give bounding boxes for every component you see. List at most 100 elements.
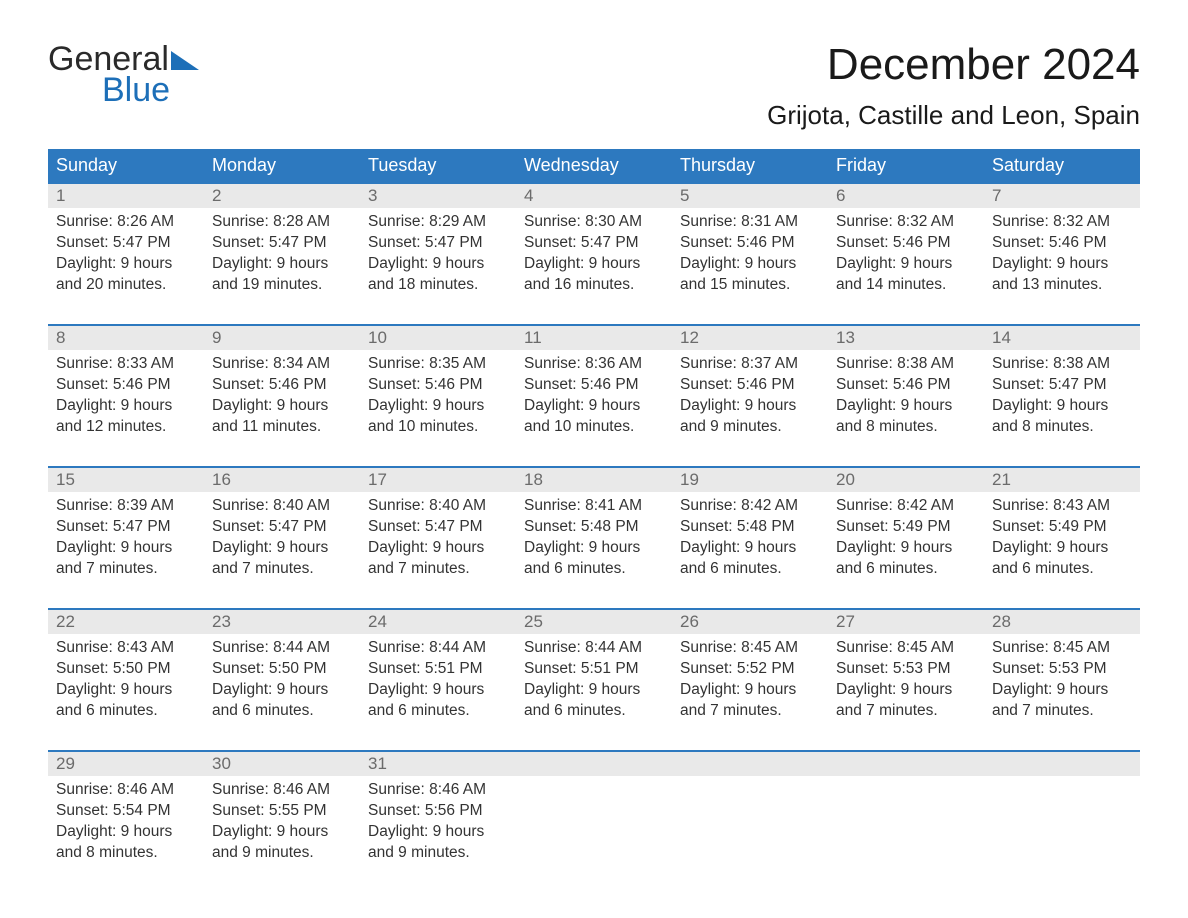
day-d1: Daylight: 9 hours [56,822,196,843]
day-d1: Daylight: 9 hours [212,822,352,843]
day-body: Sunrise: 8:44 AMSunset: 5:51 PMDaylight:… [360,634,516,730]
day-body: Sunrise: 8:43 AMSunset: 5:50 PMDaylight:… [48,634,204,730]
day-sunset: Sunset: 5:47 PM [212,517,352,538]
day-d2: and 7 minutes. [992,701,1132,722]
day-number: 7 [984,184,1140,208]
day-sunrise: Sunrise: 8:39 AM [56,496,196,517]
day-sunset: Sunset: 5:56 PM [368,801,508,822]
day-body: Sunrise: 8:34 AMSunset: 5:46 PMDaylight:… [204,350,360,446]
day-sunset: Sunset: 5:46 PM [836,233,976,254]
day-number: 5 [672,184,828,208]
day-number: 9 [204,326,360,350]
day-d1: Daylight: 9 hours [992,538,1132,559]
day-body: Sunrise: 8:39 AMSunset: 5:47 PMDaylight:… [48,492,204,588]
day-cell: 4Sunrise: 8:30 AMSunset: 5:47 PMDaylight… [516,184,672,304]
day-sunrise: Sunrise: 8:31 AM [680,212,820,233]
day-d2: and 8 minutes. [56,843,196,864]
day-number [828,752,984,776]
day-cell: 6Sunrise: 8:32 AMSunset: 5:46 PMDaylight… [828,184,984,304]
day-number: 25 [516,610,672,634]
day-sunrise: Sunrise: 8:45 AM [992,638,1132,659]
day-sunset: Sunset: 5:54 PM [56,801,196,822]
day-sunrise: Sunrise: 8:41 AM [524,496,664,517]
day-cell: 25Sunrise: 8:44 AMSunset: 5:51 PMDayligh… [516,610,672,730]
day-d1: Daylight: 9 hours [836,254,976,275]
day-number: 27 [828,610,984,634]
day-sunset: Sunset: 5:46 PM [680,233,820,254]
day-d2: and 6 minutes. [836,559,976,580]
day-d2: and 6 minutes. [212,701,352,722]
day-body: Sunrise: 8:32 AMSunset: 5:46 PMDaylight:… [984,208,1140,304]
day-body: Sunrise: 8:31 AMSunset: 5:46 PMDaylight:… [672,208,828,304]
day-cell: 19Sunrise: 8:42 AMSunset: 5:48 PMDayligh… [672,468,828,588]
day-d1: Daylight: 9 hours [836,680,976,701]
day-number: 26 [672,610,828,634]
day-d2: and 16 minutes. [524,275,664,296]
day-number: 14 [984,326,1140,350]
day-cell [984,752,1140,872]
day-number: 20 [828,468,984,492]
day-body: Sunrise: 8:45 AMSunset: 5:52 PMDaylight:… [672,634,828,730]
day-sunset: Sunset: 5:47 PM [56,517,196,538]
day-d1: Daylight: 9 hours [212,254,352,275]
day-sunset: Sunset: 5:46 PM [524,375,664,396]
day-number: 11 [516,326,672,350]
day-sunrise: Sunrise: 8:32 AM [992,212,1132,233]
day-body: Sunrise: 8:32 AMSunset: 5:46 PMDaylight:… [828,208,984,304]
day-sunrise: Sunrise: 8:45 AM [836,638,976,659]
day-d2: and 14 minutes. [836,275,976,296]
day-d2: and 10 minutes. [524,417,664,438]
day-d1: Daylight: 9 hours [992,396,1132,417]
day-body: Sunrise: 8:44 AMSunset: 5:50 PMDaylight:… [204,634,360,730]
day-d2: and 20 minutes. [56,275,196,296]
day-sunset: Sunset: 5:46 PM [368,375,508,396]
day-sunset: Sunset: 5:49 PM [992,517,1132,538]
day-d1: Daylight: 9 hours [680,538,820,559]
week-separator [48,446,1140,466]
weekday-header: Sunday Monday Tuesday Wednesday Thursday… [48,149,1140,182]
day-d1: Daylight: 9 hours [212,538,352,559]
day-d1: Daylight: 9 hours [680,396,820,417]
day-number [672,752,828,776]
day-sunrise: Sunrise: 8:28 AM [212,212,352,233]
weekday-monday: Monday [204,149,360,182]
day-sunrise: Sunrise: 8:45 AM [680,638,820,659]
day-sunrise: Sunrise: 8:35 AM [368,354,508,375]
day-sunrise: Sunrise: 8:43 AM [992,496,1132,517]
day-sunrise: Sunrise: 8:42 AM [836,496,976,517]
day-number: 31 [360,752,516,776]
week-separator [48,588,1140,608]
day-d2: and 11 minutes. [212,417,352,438]
day-cell: 16Sunrise: 8:40 AMSunset: 5:47 PMDayligh… [204,468,360,588]
header: General Blue December 2024 Grijota, Cast… [48,40,1140,131]
day-number: 29 [48,752,204,776]
day-number: 13 [828,326,984,350]
day-d2: and 6 minutes. [368,701,508,722]
day-sunrise: Sunrise: 8:44 AM [524,638,664,659]
day-number: 1 [48,184,204,208]
day-body: Sunrise: 8:33 AMSunset: 5:46 PMDaylight:… [48,350,204,446]
day-cell: 29Sunrise: 8:46 AMSunset: 5:54 PMDayligh… [48,752,204,872]
day-sunrise: Sunrise: 8:29 AM [368,212,508,233]
day-body: Sunrise: 8:42 AMSunset: 5:48 PMDaylight:… [672,492,828,588]
day-number: 30 [204,752,360,776]
day-number: 8 [48,326,204,350]
day-d1: Daylight: 9 hours [368,680,508,701]
day-cell: 21Sunrise: 8:43 AMSunset: 5:49 PMDayligh… [984,468,1140,588]
day-d1: Daylight: 9 hours [368,254,508,275]
day-number: 6 [828,184,984,208]
weekday-friday: Friday [828,149,984,182]
day-number: 12 [672,326,828,350]
day-number: 22 [48,610,204,634]
day-d1: Daylight: 9 hours [992,254,1132,275]
day-cell: 22Sunrise: 8:43 AMSunset: 5:50 PMDayligh… [48,610,204,730]
day-sunset: Sunset: 5:48 PM [680,517,820,538]
day-body [984,776,1140,872]
day-cell: 11Sunrise: 8:36 AMSunset: 5:46 PMDayligh… [516,326,672,446]
day-body [828,776,984,872]
day-cell: 3Sunrise: 8:29 AMSunset: 5:47 PMDaylight… [360,184,516,304]
day-d1: Daylight: 9 hours [524,538,664,559]
day-sunrise: Sunrise: 8:33 AM [56,354,196,375]
day-number: 18 [516,468,672,492]
day-sunrise: Sunrise: 8:40 AM [212,496,352,517]
